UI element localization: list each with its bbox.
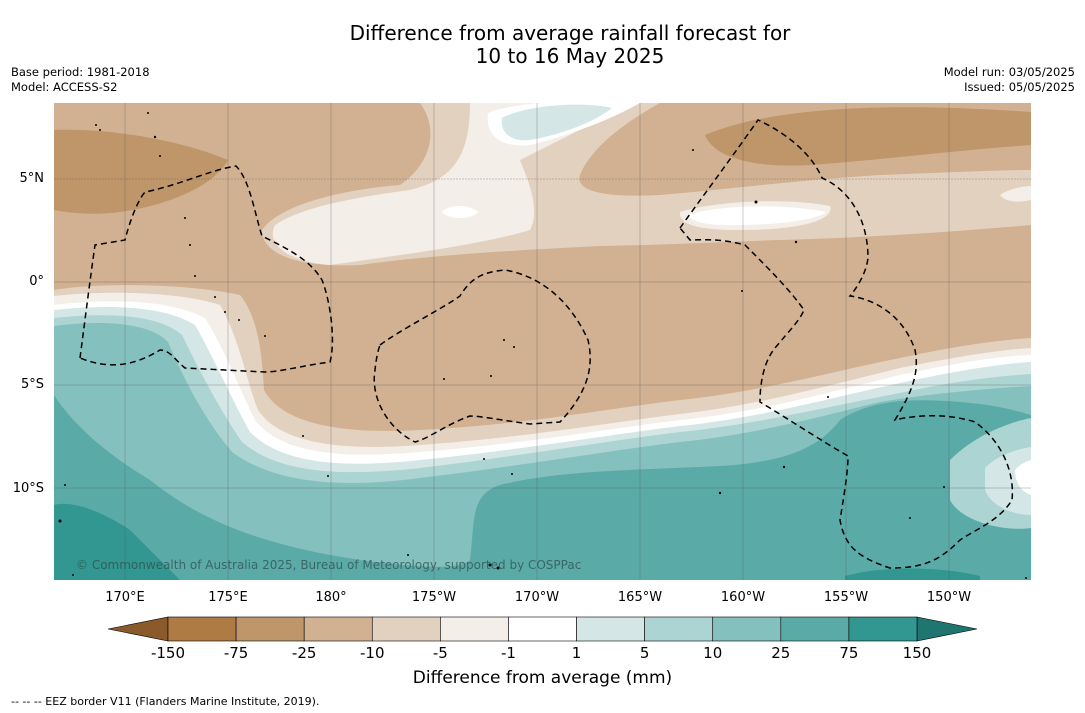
eez-footnote: -- -- -- EEZ border V11 (Flanders Marine… bbox=[11, 695, 320, 708]
colorbar-tick-label: 150 bbox=[902, 644, 932, 662]
title-line-1: Difference from average rainfall forecas… bbox=[349, 21, 791, 45]
rainfall-contours bbox=[54, 103, 1031, 580]
contour-dry-east bbox=[705, 107, 1031, 166]
issued-text: Issued: 05/05/2025 bbox=[964, 80, 1075, 94]
colorbar-box bbox=[235, 616, 305, 642]
contour-near-avg-east2 bbox=[1000, 186, 1031, 202]
colorbar-box bbox=[848, 616, 918, 642]
colorbar-box bbox=[780, 616, 850, 642]
lon-label-155w: 155°W bbox=[823, 590, 869, 605]
copyright-text: © Commonwealth of Australia 2025, Bureau… bbox=[76, 558, 582, 572]
colorbar-tick-label: -25 bbox=[291, 644, 317, 662]
lon-label-150w: 150°W bbox=[926, 590, 972, 605]
colorbar-tick-label: 10 bbox=[703, 644, 723, 662]
model-run-text: Model run: 03/05/2025 bbox=[943, 65, 1075, 79]
lon-label-170e: 170°E bbox=[105, 590, 145, 605]
colorbar-tick-label: 5 bbox=[639, 644, 650, 662]
islands bbox=[58, 112, 1027, 579]
colorbar-box bbox=[508, 616, 577, 642]
colorbar-tick-label: 75 bbox=[839, 644, 859, 662]
model-info: Base period: 1981-2018 Model: ACCESS-S2 bbox=[11, 65, 150, 95]
lat-label-5s: 5°S bbox=[20, 377, 44, 392]
base-period-text: Base period: 1981-2018 bbox=[11, 65, 150, 79]
lon-label-175w: 175°W bbox=[411, 590, 457, 605]
colorbar bbox=[107, 616, 978, 642]
map-title: Difference from average rainfall forecas… bbox=[0, 22, 1085, 68]
contour-southwest-wet-5 bbox=[54, 503, 180, 580]
colorbar-extend-wet bbox=[916, 616, 978, 642]
colorbar-box bbox=[440, 616, 509, 642]
colorbar-box bbox=[371, 616, 441, 642]
legend-title: Difference from average (mm) bbox=[412, 668, 673, 688]
contour-near-avg-north bbox=[272, 103, 630, 265]
colorbar-tick-label: -1 bbox=[500, 644, 516, 662]
lat-label-0: 0° bbox=[29, 274, 44, 289]
contour-dry-west bbox=[54, 129, 228, 214]
lon-label-170w: 170°W bbox=[514, 590, 560, 605]
lat-label-5n: 5°N bbox=[19, 171, 45, 186]
colorbar-tick-label: -10 bbox=[360, 644, 385, 662]
contour-neutral-east bbox=[688, 206, 826, 226]
colorbar-tick-label: 1 bbox=[571, 644, 582, 662]
lon-label-165w: 165°W bbox=[617, 590, 663, 605]
contour-southeast-wet-5 bbox=[845, 568, 980, 580]
colorbar-tick-label: -5 bbox=[432, 644, 448, 662]
colorbar-extend-dry bbox=[107, 616, 169, 642]
eez-borders bbox=[79, 119, 1014, 569]
colorbar-box bbox=[167, 616, 237, 642]
contour-east-neutral bbox=[1015, 460, 1031, 495]
colorbar-tick-label: -150 bbox=[150, 644, 186, 662]
colorbar-box bbox=[303, 616, 373, 642]
lon-label-175e: 175°E bbox=[208, 590, 248, 605]
colorbar-box bbox=[576, 616, 645, 642]
contour-neutral-spot bbox=[442, 206, 478, 218]
title-line-2: 10 to 16 May 2025 bbox=[475, 44, 665, 68]
contour-wet-north bbox=[501, 104, 612, 141]
colorbar-box bbox=[644, 616, 714, 642]
colorbar-tick-label: 25 bbox=[771, 644, 791, 662]
model-text: Model: ACCESS-S2 bbox=[11, 80, 118, 94]
contour-east-wet-1 bbox=[985, 447, 1031, 515]
lon-label-180: 180° bbox=[315, 590, 347, 605]
colorbar-box bbox=[712, 616, 782, 642]
lon-label-160w: 160°W bbox=[720, 590, 766, 605]
run-info: Model run: 03/05/2025 Issued: 05/05/2025 bbox=[944, 65, 1075, 95]
graticule bbox=[54, 103, 1031, 580]
lat-label-10s: 10°S bbox=[12, 481, 44, 496]
contour-south-wet-4 bbox=[54, 395, 1031, 580]
colorbar-tick-label: -75 bbox=[223, 644, 249, 662]
